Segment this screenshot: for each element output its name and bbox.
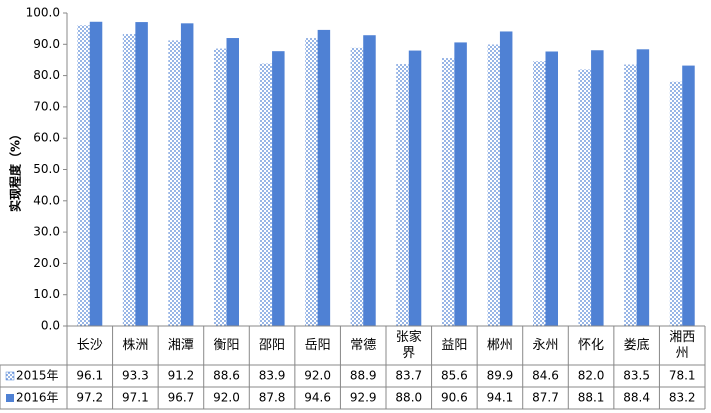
- bar: [487, 44, 500, 326]
- x-tick-label: 湘潭: [167, 337, 194, 353]
- x-tick-label: 衡阳: [213, 337, 240, 353]
- bar: [454, 42, 467, 327]
- table-value: 83.2: [669, 391, 696, 405]
- bar: [122, 33, 136, 326]
- y-tick-label: 0.0: [41, 319, 60, 333]
- bar: [669, 81, 683, 326]
- bar: [578, 69, 592, 326]
- x-tick-label: 张家界: [395, 329, 422, 361]
- bar: [499, 31, 513, 326]
- bar: [168, 40, 181, 326]
- bar: [89, 21, 103, 326]
- y-axis-label: 实现程度（%）: [8, 128, 23, 212]
- table-value: 87.7: [532, 391, 559, 405]
- bar: [545, 51, 558, 327]
- table-value: 88.6: [213, 369, 240, 383]
- bar: [135, 22, 148, 327]
- bar: [591, 50, 604, 326]
- bar: [350, 47, 364, 326]
- bar: [226, 38, 239, 326]
- x-tick-label: 益阳: [441, 337, 468, 353]
- bar: [272, 51, 285, 326]
- y-tick-label: 10.0: [33, 287, 60, 301]
- table-value: 92.0: [213, 391, 240, 405]
- bar: [317, 29, 331, 326]
- table-value: 83.5: [623, 369, 650, 383]
- table-value: 90.6: [441, 391, 468, 405]
- table-value: 82.0: [578, 369, 605, 383]
- y-tick-label: 90.0: [33, 37, 60, 51]
- table-value: 92.9: [350, 391, 377, 405]
- x-tick-label: 郴州: [486, 337, 513, 353]
- bar: [214, 48, 227, 326]
- x-tick-label: 邵阳: [259, 337, 286, 353]
- y-tick-label: 50.0: [33, 162, 60, 176]
- table-value: 85.6: [441, 369, 468, 383]
- bar: [636, 49, 650, 327]
- x-tick-label: 怀化: [578, 337, 605, 353]
- y-tick-label: 30.0: [33, 225, 60, 239]
- x-tick-label: 湘西州: [669, 329, 696, 361]
- bar: [363, 35, 376, 327]
- x-tick-label: 长沙: [76, 337, 103, 353]
- x-tick-label: 常德: [350, 337, 377, 353]
- bar: [533, 61, 546, 327]
- x-tick-label: 永州: [532, 337, 559, 353]
- bar: [305, 38, 318, 326]
- table-value: 83.9: [259, 369, 286, 383]
- bar: [77, 25, 90, 326]
- legend-marker: [6, 394, 14, 402]
- bar: [259, 63, 273, 326]
- legend-label: 2016年: [16, 391, 59, 405]
- table-value: 89.9: [487, 369, 514, 383]
- table-value: 93.3: [122, 369, 149, 383]
- x-tick-label: 株洲: [122, 337, 149, 353]
- x-tick-label: 岳阳: [304, 337, 331, 353]
- table-value: 91.2: [168, 369, 195, 383]
- table-value: 92.0: [304, 369, 331, 383]
- legend-label: 2015年: [16, 369, 59, 383]
- bar: [408, 50, 422, 327]
- table-value: 78.1: [669, 369, 696, 383]
- x-tick-label: 娄底: [623, 337, 650, 353]
- bar: [396, 64, 409, 327]
- table-value: 96.1: [76, 369, 103, 383]
- table-value: 88.9: [350, 369, 377, 383]
- table-value: 88.0: [395, 391, 422, 405]
- bar: [441, 58, 455, 327]
- bar: [682, 65, 695, 327]
- table-value: 96.7: [168, 391, 195, 405]
- table-value: 88.1: [578, 391, 605, 405]
- table-value: 97.1: [122, 391, 149, 405]
- table-value: 97.2: [76, 391, 103, 405]
- table-value: 94.6: [304, 391, 331, 405]
- y-tick-label: 80.0: [33, 68, 60, 82]
- table-value: 88.4: [623, 391, 650, 405]
- legend-marker: [5, 371, 15, 381]
- y-tick-label: 40.0: [33, 193, 60, 207]
- table-value: 94.1: [487, 391, 514, 405]
- table-value: 84.6: [532, 369, 559, 383]
- bar: [624, 64, 637, 327]
- table-value: 87.8: [259, 391, 286, 405]
- y-tick-label: 60.0: [33, 131, 60, 145]
- table-value: 83.7: [395, 369, 422, 383]
- y-tick-label: 70.0: [33, 99, 60, 113]
- bar: [180, 23, 194, 326]
- y-tick-label: 100.0: [26, 6, 60, 20]
- y-tick-label: 20.0: [33, 256, 60, 270]
